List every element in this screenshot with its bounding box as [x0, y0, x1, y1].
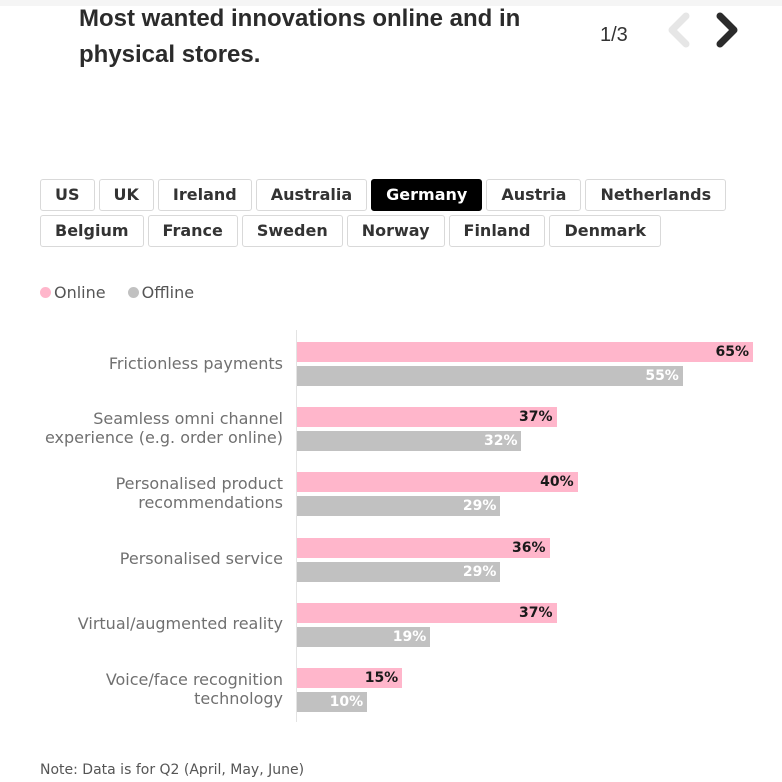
tab-germany[interactable]: Germany — [371, 179, 483, 211]
bar-online — [297, 342, 753, 362]
category-label: Seamless omni channel experience (e.g. or… — [13, 409, 283, 447]
chevron-left-icon — [668, 12, 690, 48]
bar-value-label: 37% — [519, 409, 553, 426]
bar-offline — [297, 431, 522, 452]
tab-france[interactable]: France — [147, 215, 238, 247]
tab-finland[interactable]: Finland — [448, 215, 546, 247]
bar-value-label: 65% — [715, 344, 749, 360]
bar-value-label: 29% — [462, 498, 497, 515]
top-strip — [0, 0, 782, 6]
chart-legend: Online Offline — [40, 283, 194, 302]
tab-row: Belgium France Sweden Norway Finland Denmark — [40, 215, 740, 247]
bar-offline — [297, 692, 368, 712]
previous-button[interactable] — [662, 10, 698, 50]
category-label: Personalised service — [13, 549, 283, 568]
bar-value-label: 32% — [483, 433, 518, 450]
bar-value-label: 55% — [645, 368, 679, 384]
tab-row: US UK Ireland Australia Germany Austria Nether… — [40, 179, 740, 211]
tab-austria[interactable]: Austria — [486, 179, 582, 211]
chevron-right-icon — [716, 12, 738, 48]
bar-value-label: 40% — [540, 474, 574, 491]
bar-offline — [297, 626, 431, 647]
next-button[interactable] — [708, 10, 744, 50]
legend-label-offline: Offline — [141, 283, 195, 302]
category-label-line: technology — [194, 689, 283, 708]
category-label-line: recommendations — [138, 493, 283, 513]
tab-norway[interactable]: Norway — [346, 215, 445, 247]
tab-netherlands[interactable]: Netherlands — [585, 179, 727, 211]
category-label: Voice/face recognition technology — [13, 670, 283, 708]
category-label: Frictionless payments — [13, 354, 283, 373]
tab-us[interactable]: US — [40, 179, 95, 211]
chart-title: Most wanted innovations online and in ph… — [79, 5, 521, 68]
legend-item-offline: Offline — [127, 283, 195, 302]
bar-online — [297, 472, 578, 493]
category-label: Personalised product recommendations — [13, 474, 283, 512]
legend-label-online: Online — [54, 283, 106, 302]
bar-online — [297, 602, 557, 623]
bar-value-label: 10% — [329, 694, 364, 710]
legend-dot-offline — [127, 287, 139, 298]
tab-sweden[interactable]: Sweden — [241, 215, 343, 247]
tab-uk[interactable]: UK — [98, 179, 154, 211]
bar-online — [297, 668, 403, 688]
bar-offline — [297, 561, 501, 582]
bar-online — [297, 537, 550, 558]
legend-dot-online — [40, 287, 51, 298]
bar-online — [297, 407, 557, 428]
tab-australia[interactable]: Australia — [255, 179, 368, 211]
tab-ireland[interactable]: Ireland — [157, 179, 252, 211]
category-label: Virtual/augmented reality — [13, 614, 283, 633]
legend-item-online: Online — [40, 283, 106, 302]
footnote: Note: Data is for Q2 (April, May, June) — [40, 762, 305, 778]
y-axis-line — [296, 330, 297, 722]
category-label-line: Seamless omni channel — [93, 409, 283, 429]
category-label-line: Personalised service — [119, 549, 283, 569]
bar-value-label: 36% — [512, 539, 546, 556]
bar-value-label: 37% — [519, 604, 553, 621]
bar-value-label: 29% — [462, 563, 497, 580]
category-label-line: Virtual/augmented reality — [77, 614, 283, 634]
category-label-line: Voice/face recognition — [105, 670, 283, 689]
bar-offline — [297, 496, 501, 517]
tab-denmark[interactable]: Denmark — [549, 215, 661, 247]
bar-value-label: 15% — [364, 670, 399, 686]
category-label-line: Personalised product — [115, 474, 283, 494]
bar-value-label: 19% — [392, 628, 427, 645]
category-label-line: experience (e.g. order online) — [44, 428, 283, 448]
page-indicator: 1/3 — [600, 24, 628, 46]
country-tabs: US UK Ireland Australia Germany Austria Nether… — [40, 179, 740, 251]
category-label-line: Frictionless payments — [108, 353, 283, 373]
bar-offline — [297, 366, 683, 386]
tab-belgium[interactable]: Belgium — [40, 215, 144, 247]
